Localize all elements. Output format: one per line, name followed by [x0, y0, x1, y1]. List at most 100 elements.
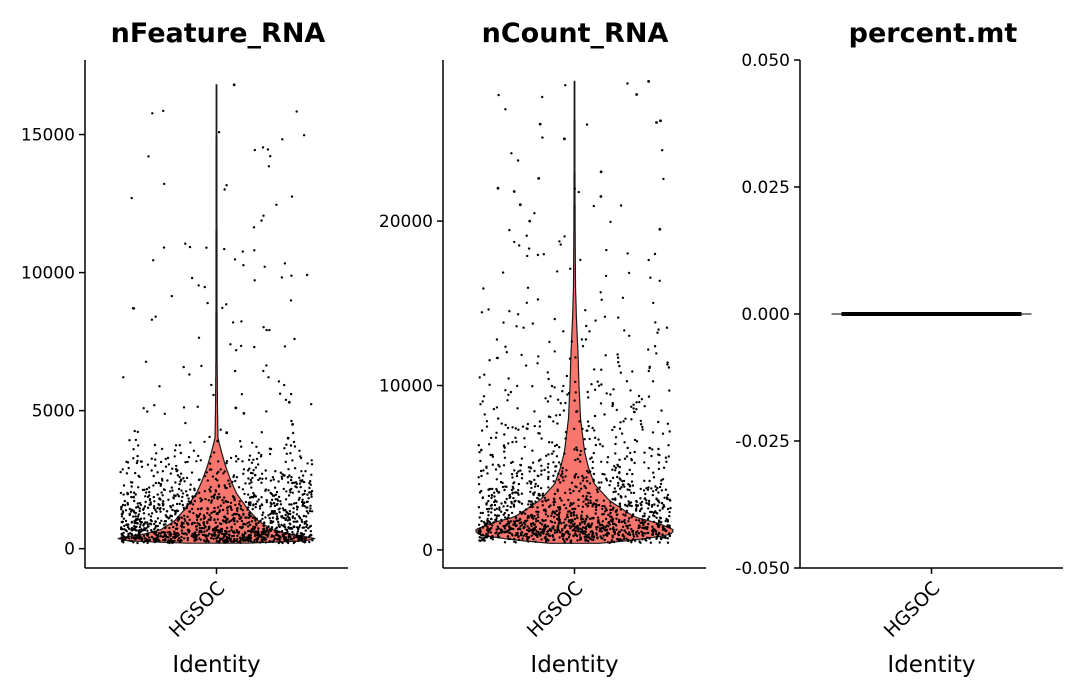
data-point	[515, 472, 519, 475]
data-point	[162, 500, 165, 503]
data-point	[563, 525, 567, 528]
data-point	[655, 516, 658, 519]
data-point	[158, 503, 161, 507]
data-point	[591, 466, 594, 470]
data-point	[284, 513, 287, 517]
data-point	[173, 509, 176, 512]
data-point	[223, 247, 226, 251]
data-point	[156, 528, 160, 531]
data-point	[594, 512, 597, 515]
data-point	[541, 504, 544, 507]
data-point	[576, 539, 579, 542]
data-point	[191, 532, 194, 536]
data-point	[203, 530, 206, 533]
data-point	[180, 499, 183, 503]
data-point	[544, 397, 547, 400]
data-point	[547, 505, 551, 509]
data-point	[614, 466, 618, 470]
data-point	[632, 403, 635, 406]
data-point	[193, 539, 196, 542]
data-point	[527, 503, 530, 506]
data-point	[622, 535, 626, 538]
data-point	[565, 469, 568, 472]
data-point	[121, 503, 125, 507]
data-point	[170, 294, 173, 298]
data-point	[159, 484, 162, 487]
data-point	[641, 526, 644, 530]
data-point	[569, 519, 572, 522]
data-point	[578, 490, 581, 493]
data-point	[616, 532, 620, 535]
data-point	[495, 500, 498, 503]
data-point	[490, 494, 494, 497]
data-point	[160, 531, 164, 534]
data-point	[495, 487, 498, 491]
data-point	[292, 520, 295, 523]
data-point	[272, 510, 275, 513]
data-point	[568, 533, 571, 536]
data-point	[302, 134, 306, 137]
data-point	[298, 476, 301, 479]
data-point	[540, 464, 543, 467]
data-point	[558, 240, 561, 243]
data-point	[478, 451, 481, 454]
data-point	[635, 518, 638, 522]
data-point	[508, 528, 511, 532]
data-point	[167, 463, 171, 466]
data-point	[289, 444, 293, 447]
data-point	[188, 518, 191, 522]
data-point	[623, 457, 627, 460]
data-point	[257, 527, 260, 530]
data-point	[269, 519, 272, 523]
data-point	[161, 494, 164, 497]
data-point	[626, 446, 629, 450]
data-point	[179, 472, 183, 475]
data-point	[540, 437, 543, 440]
data-point	[190, 534, 193, 538]
data-point	[247, 534, 250, 538]
data-point	[667, 444, 670, 447]
data-point	[626, 252, 629, 255]
data-point	[541, 95, 544, 99]
data-point	[214, 521, 217, 524]
data-point	[149, 501, 152, 504]
data-point	[284, 518, 287, 522]
data-point	[210, 511, 213, 515]
data-point	[279, 500, 282, 503]
data-point	[574, 391, 577, 394]
data-point	[614, 452, 617, 455]
data-point	[547, 533, 550, 536]
data-point	[137, 486, 140, 489]
data-point	[481, 400, 484, 403]
data-point	[591, 426, 594, 430]
data-point	[201, 533, 205, 537]
data-point	[564, 437, 567, 440]
data-point	[173, 539, 176, 542]
data-point	[169, 472, 172, 475]
data-point	[308, 486, 311, 490]
data-point	[659, 537, 663, 540]
data-point	[493, 491, 496, 494]
data-point	[587, 396, 590, 399]
data-point	[123, 499, 127, 503]
data-point	[241, 488, 245, 491]
data-point	[298, 482, 302, 485]
data-point	[291, 516, 294, 519]
data-point	[224, 516, 227, 519]
data-point	[308, 509, 312, 513]
data-point	[591, 530, 594, 533]
data-point	[600, 383, 603, 386]
data-point	[197, 454, 200, 458]
data-point	[269, 155, 272, 158]
data-point	[284, 509, 287, 512]
data-point	[658, 516, 662, 519]
data-point	[485, 532, 488, 536]
data-point	[264, 469, 267, 472]
data-point	[140, 521, 143, 524]
data-point	[300, 520, 304, 523]
data-point	[146, 521, 149, 524]
data-point	[635, 408, 638, 411]
data-point	[498, 531, 501, 535]
data-point	[485, 420, 489, 423]
data-point	[278, 538, 281, 542]
